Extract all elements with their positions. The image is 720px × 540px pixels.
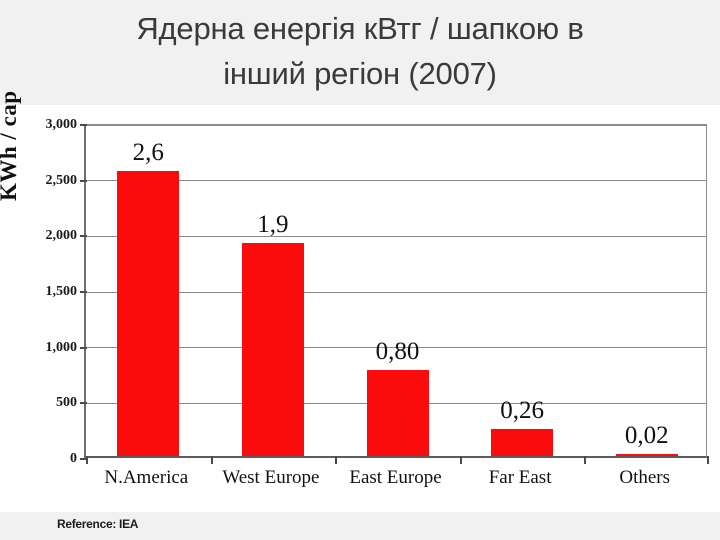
gridline <box>86 291 706 293</box>
y-axis-tick-label: 2,500 <box>45 172 78 188</box>
reference-note: Reference: IEA <box>57 517 139 531</box>
x-axis-category-label: Far East <box>488 467 552 488</box>
bar-value-label: 0,26 <box>500 396 544 424</box>
gridline <box>86 347 706 349</box>
gridline <box>86 124 706 126</box>
y-tick-mark <box>80 402 87 405</box>
title-band: Ядерна енергія кВтг / шапкою в інший рег… <box>0 0 720 105</box>
y-axis-title: KWh / cap <box>0 90 21 201</box>
y-axis-tick-label: 500 <box>56 395 77 411</box>
gridline <box>86 235 706 237</box>
x-tick-mark <box>584 456 587 464</box>
x-axis-category-label: East Europe <box>349 467 442 488</box>
y-tick-mark <box>80 124 87 126</box>
bar <box>117 171 180 456</box>
y-axis-tick-label: 1,000 <box>45 339 78 355</box>
bar-chart: KWh / cap 0 500 1,000 1,500 2,000 2,500 3,000 2… <box>0 90 720 512</box>
x-tick-mark <box>210 456 213 464</box>
footer-band: Reference: IEA <box>0 512 720 540</box>
bar <box>241 243 304 456</box>
bar <box>366 370 429 456</box>
bar-value-label: 0,80 <box>375 338 420 366</box>
x-tick-mark <box>459 456 462 464</box>
x-axis-category-label: N.America <box>104 467 189 488</box>
plot-area: 0 500 1,000 1,500 2,000 2,500 3,000 2,6 1,9 0,80 0… <box>46 117 709 466</box>
x-tick-mark <box>335 456 338 464</box>
bar-value-label: 0,02 <box>624 421 669 449</box>
y-tick-mark <box>80 235 87 238</box>
gridline <box>86 180 706 182</box>
bar <box>491 428 554 456</box>
bar-value-label: 2,6 <box>132 139 164 166</box>
x-axis-category-label: West Europe <box>222 467 320 488</box>
page-title: Ядерна енергія кВтг / шапкою в інший рег… <box>136 11 584 91</box>
y-axis-tick-label: 3,000 <box>45 117 78 132</box>
bar-value-label: 1,9 <box>257 211 289 239</box>
bar <box>615 453 678 456</box>
x-axis-category-label: Others <box>619 467 671 488</box>
x-tick-mark <box>86 456 88 464</box>
y-axis-tick-label: 2,000 <box>45 228 78 244</box>
y-tick-mark <box>80 346 87 349</box>
y-tick-mark <box>80 291 87 293</box>
y-axis-tick-label: 0 <box>70 451 77 466</box>
y-tick-mark <box>80 179 87 182</box>
x-tick-mark <box>707 456 709 464</box>
y-axis-tick-label: 1,500 <box>45 284 78 299</box>
y-tick-mark <box>80 458 87 460</box>
